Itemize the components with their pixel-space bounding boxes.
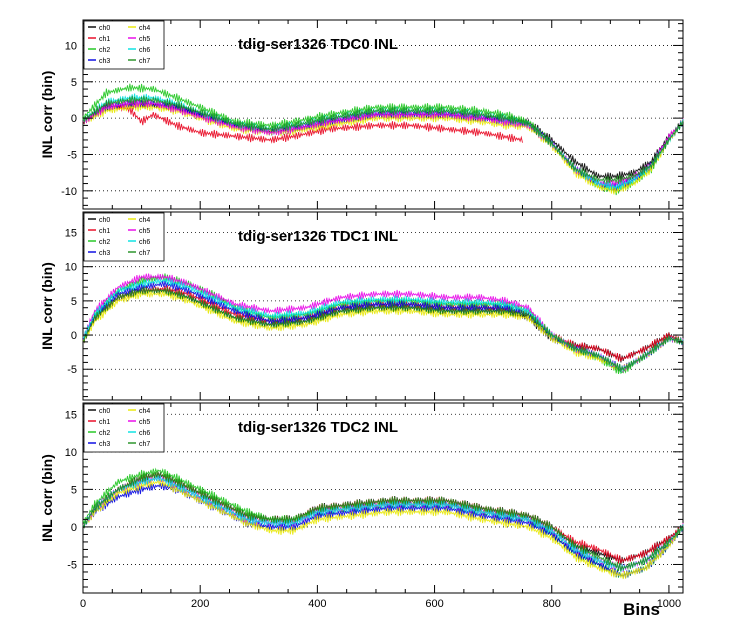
legend-label-ch2: ch2	[99, 430, 110, 437]
legend-label-ch0: ch0	[99, 25, 110, 32]
x-tick-label: 400	[308, 598, 326, 610]
series-line-ch7	[82, 286, 684, 372]
chart-title: tdig-ser1326 TDC1 INL	[238, 228, 398, 245]
y-tick-label: -5	[67, 364, 77, 376]
legend-label-ch4: ch4	[139, 217, 150, 224]
y-axis-title: INL corr (bin)	[39, 454, 55, 542]
legend-label-ch5: ch5	[139, 419, 150, 426]
y-tick-label: 0	[71, 330, 77, 342]
chart-panel-0: -10 -5 0 5 10 INL corr (bin) tdig-ser1326 TDC0…	[39, 19, 684, 210]
x-tick-label: 0	[80, 598, 86, 610]
y-axis-title: INL corr (bin)	[39, 262, 55, 350]
chart-title: tdig-ser1326 TDC2 INL	[238, 419, 398, 436]
x-tick-label: 800	[543, 598, 561, 610]
legend-label-ch7: ch7	[139, 441, 150, 448]
x-tick-label: 600	[425, 598, 443, 610]
series-line-ch1	[82, 285, 684, 362]
chart-panel-1: -5 0 5 10 15 INL corr (bin) tdig-ser1326 TDC1 …	[39, 211, 684, 401]
y-tick-label: 5	[71, 296, 77, 308]
legend-box	[83, 403, 165, 453]
series-line-ch7	[82, 95, 684, 184]
y-tick-label: -10	[61, 186, 77, 198]
legend: ch0 ch1 ch2 ch3 ch4 ch5 ch6 ch7	[83, 403, 165, 453]
legend-label-ch7: ch7	[139, 250, 150, 257]
y-tick-label: 10	[65, 40, 77, 52]
y-tick-label: 15	[65, 409, 77, 421]
y-tick-label: 0	[71, 113, 77, 125]
legend-label-ch5: ch5	[139, 228, 150, 235]
series-line-ch6	[82, 474, 684, 573]
legend-label-ch7: ch7	[139, 58, 150, 65]
legend-label-ch0: ch0	[99, 408, 110, 415]
y-axis-title: INL corr (bin)	[39, 71, 55, 159]
legend-label-ch0: ch0	[99, 217, 110, 224]
legend: ch0 ch1 ch2 ch3 ch4 ch5 ch6 ch7	[83, 212, 165, 262]
legend-label-ch4: ch4	[139, 25, 150, 32]
series-line-ch7	[82, 470, 684, 572]
legend-label-ch3: ch3	[99, 58, 110, 65]
chart-title: tdig-ser1326 TDC0 INL	[238, 36, 398, 53]
y-tick-label: 15	[65, 228, 77, 240]
y-tick-label: 10	[65, 447, 77, 459]
legend-label-ch3: ch3	[99, 441, 110, 448]
legend-label-ch1: ch1	[99, 228, 110, 235]
y-tick-label: -5	[67, 559, 77, 571]
legend-label-ch2: ch2	[99, 239, 110, 246]
y-tick-label: 5	[71, 77, 77, 89]
x-tick-label: 1000	[657, 598, 681, 610]
legend-label-ch4: ch4	[139, 408, 150, 415]
legend-box	[83, 212, 165, 262]
y-tick-label: 0	[71, 522, 77, 534]
legend-label-ch6: ch6	[139, 47, 150, 54]
y-tick-label: 10	[65, 262, 77, 274]
legend-label-ch2: ch2	[99, 47, 110, 54]
y-tick-label: 5	[71, 484, 77, 496]
x-axis-title: Bins	[623, 600, 660, 619]
legend: ch0 ch1 ch2 ch3 ch4 ch5 ch6 ch7	[83, 20, 165, 70]
legend-box	[83, 20, 165, 70]
series-line-ch4	[82, 479, 684, 580]
y-tick-label: -5	[67, 149, 77, 161]
legend-label-ch6: ch6	[139, 239, 150, 246]
legend-label-ch6: ch6	[139, 430, 150, 437]
x-tick-label: 200	[191, 598, 209, 610]
legend-label-ch5: ch5	[139, 36, 150, 43]
legend-label-ch1: ch1	[99, 419, 110, 426]
legend-label-ch1: ch1	[99, 36, 110, 43]
series-line-ch1	[82, 101, 523, 144]
legend-label-ch3: ch3	[99, 250, 110, 257]
